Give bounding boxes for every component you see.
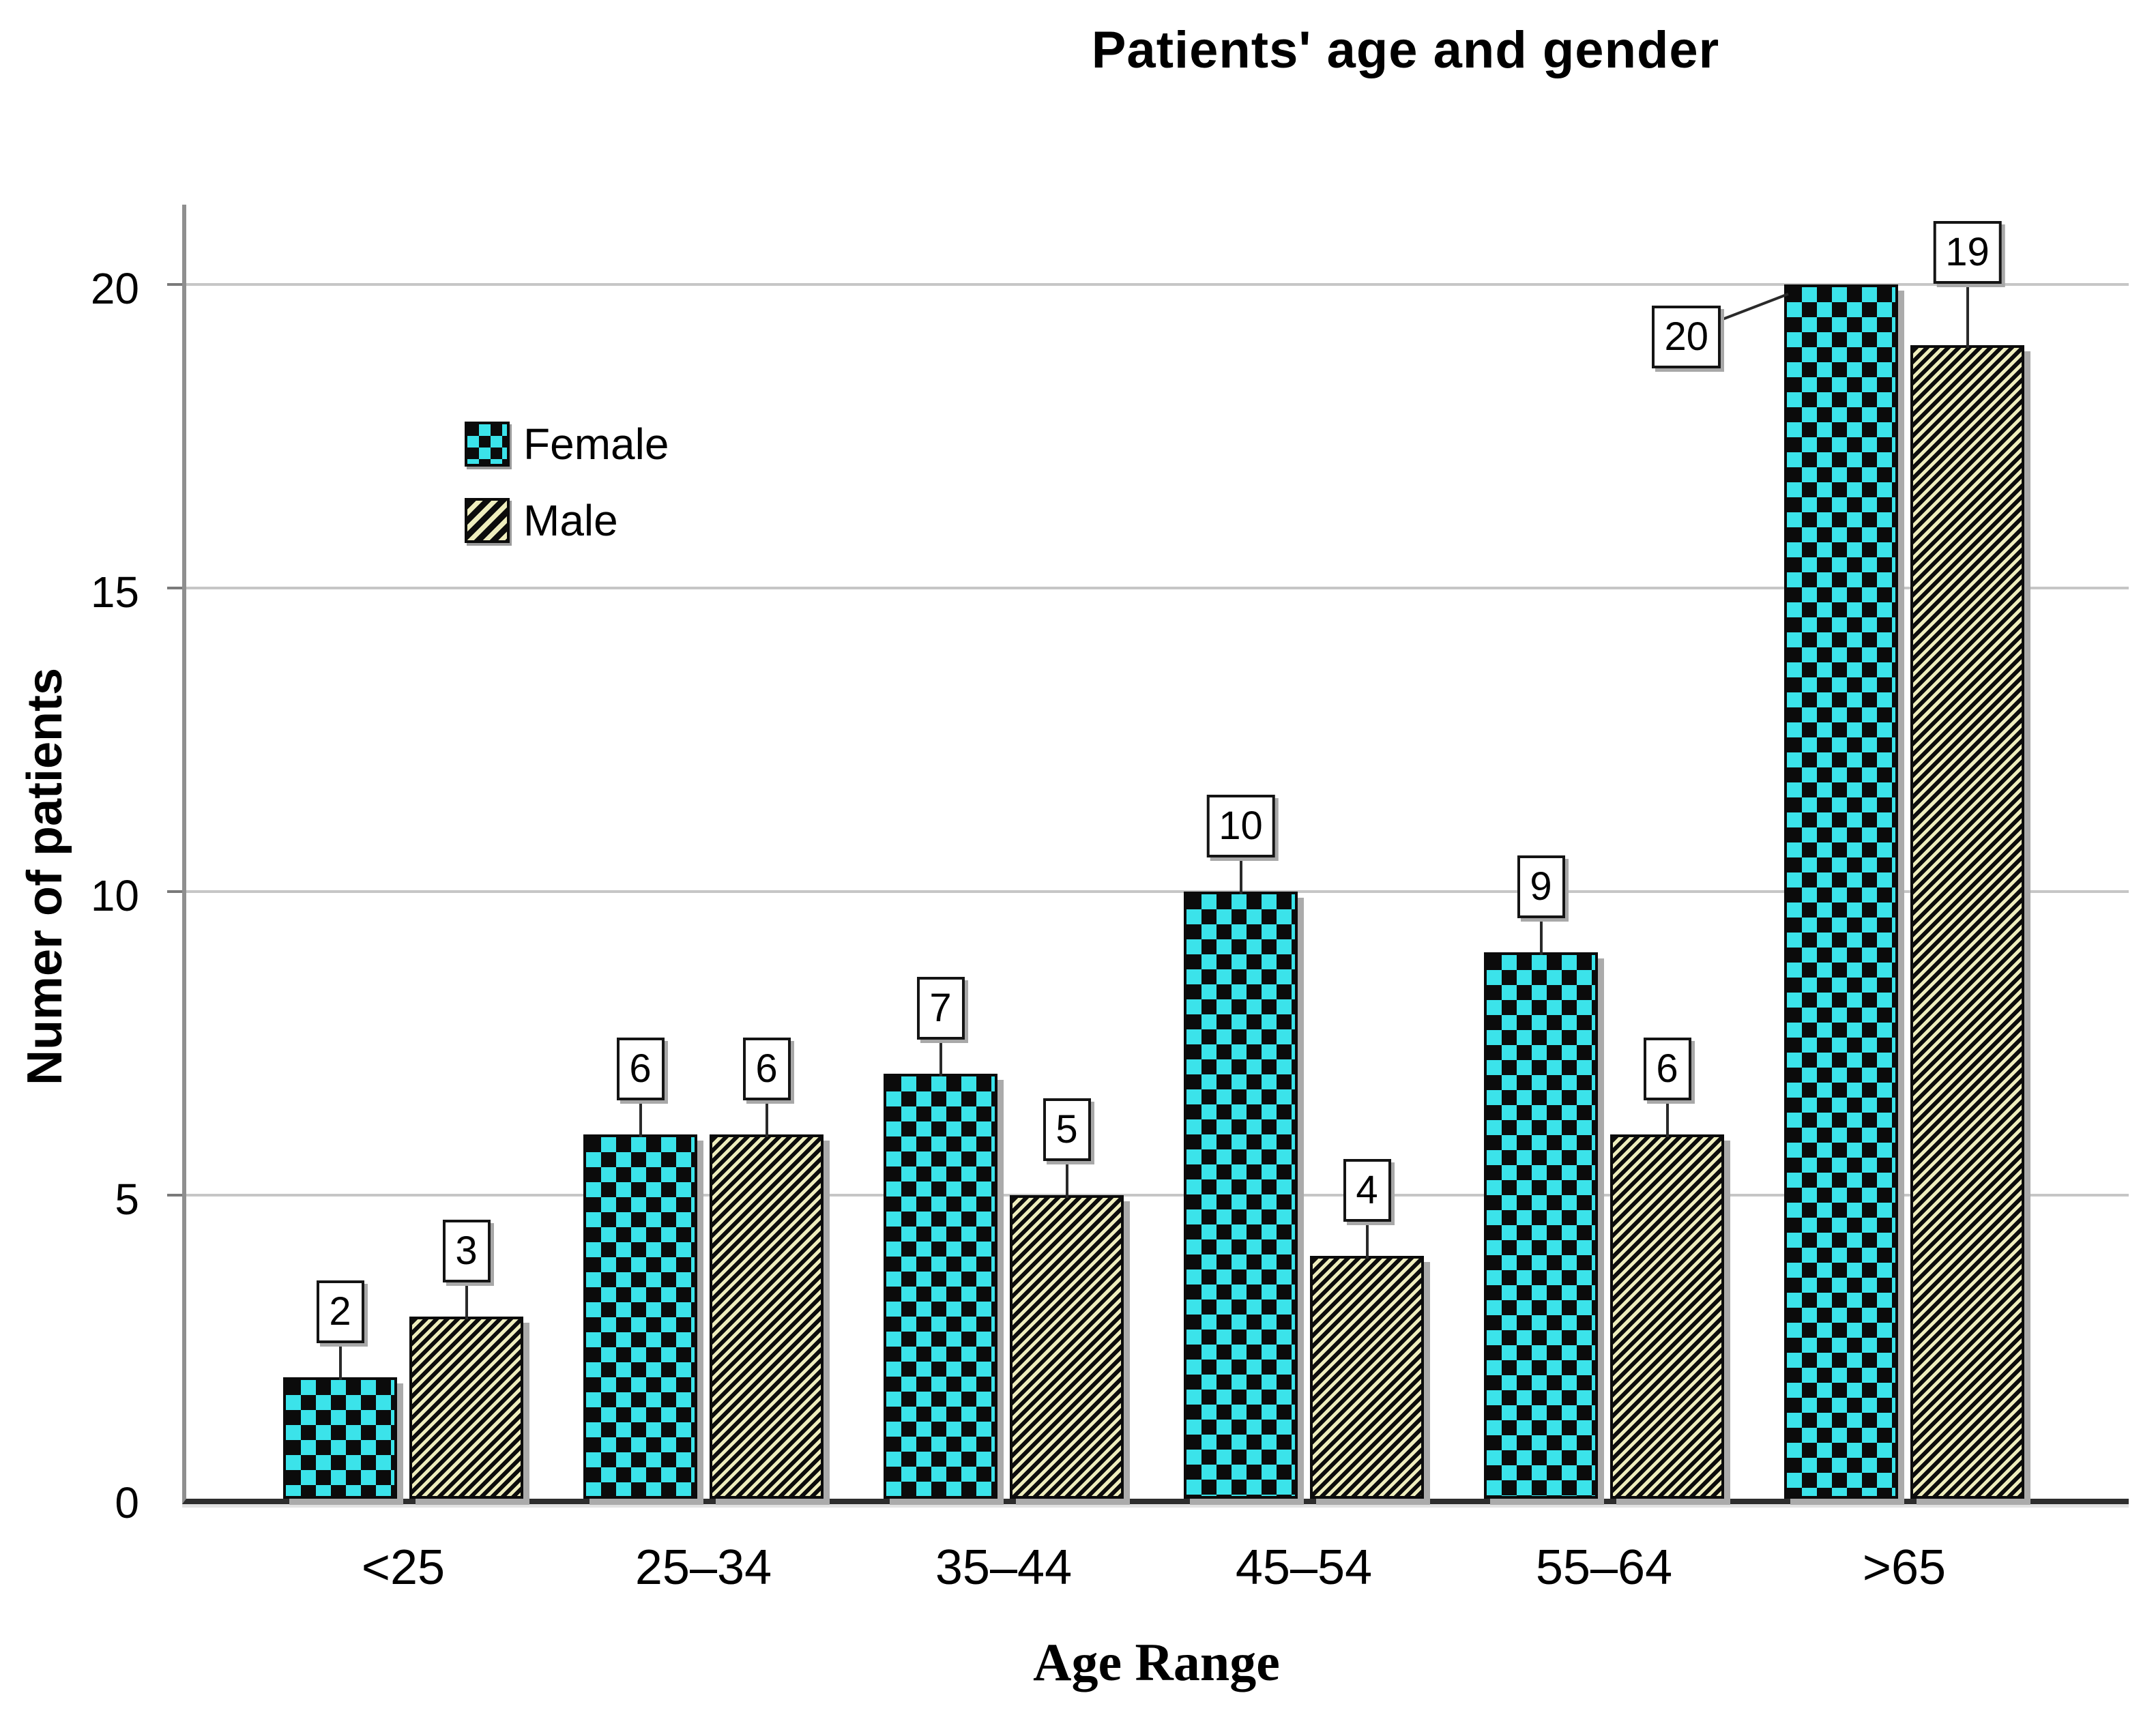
- y-tick-mark-15: [167, 587, 182, 589]
- bar-group-45–54: 10 4: [1184, 205, 1424, 1499]
- plot-area: Female Male 2 3 6 6 7 5 10 4 9 6 20 19: [167, 205, 2129, 1504]
- value-label-connector-line: [1065, 1161, 1068, 1198]
- value-label-connector-line: [639, 1100, 642, 1137]
- bar-female-25–34: 6: [583, 1038, 697, 1499]
- bar-female-35–44: 7: [884, 977, 997, 1499]
- value-label-connector-line: [1539, 918, 1543, 955]
- bar-male-25–34: 6: [710, 1038, 824, 1499]
- legend-item-female: Female: [465, 422, 669, 467]
- x-axis-tick-labels: <25 25–34 35–44 45–54 55–64 >65: [186, 1543, 2129, 1604]
- y-tick-label-5: 5: [115, 1175, 139, 1224]
- y-tick-mark-5: [167, 1194, 182, 1197]
- value-label-female-55–64: 9: [1517, 855, 1565, 918]
- value-label-connector-line: [1365, 1222, 1369, 1259]
- bar-male-45–54: 4: [1310, 1159, 1424, 1499]
- x-tick-label-<25: <25: [361, 1540, 446, 1595]
- bar-female-45–54: 10: [1184, 795, 1298, 1499]
- bar-female->65: 20: [1652, 284, 1898, 1499]
- y-tick-label-20: 20: [90, 264, 139, 313]
- bar-female-<25: 2: [283, 1280, 397, 1499]
- value-label-female-<25: 2: [316, 1280, 364, 1343]
- value-label-male-25–34: 6: [742, 1038, 791, 1100]
- bar-male-55–64: 6: [1610, 1038, 1724, 1499]
- bar-female-55–64: 9: [1484, 855, 1598, 1499]
- legend-label-male: Male: [523, 496, 618, 545]
- y-tick-mark-10: [167, 890, 182, 893]
- legend: Female Male: [465, 422, 669, 574]
- value-label-female-25–34: 6: [616, 1038, 665, 1100]
- value-label-male->65: 19: [1933, 221, 2002, 284]
- value-label-connector-line: [1720, 293, 1789, 321]
- bar-male->65: 19: [1910, 221, 2024, 1499]
- value-label-connector-line: [338, 1343, 342, 1380]
- gridline-20: [186, 283, 2129, 286]
- value-label-male-35–44: 5: [1043, 1098, 1091, 1161]
- bar-male-35–44: 5: [1010, 1098, 1124, 1499]
- legend-label-female: Female: [523, 420, 669, 469]
- gridline-10: [186, 890, 2129, 893]
- value-label-female->65: 20: [1652, 306, 1721, 368]
- value-label-male-<25: 3: [442, 1220, 491, 1282]
- x-tick-label-55–64: 55–64: [1535, 1540, 1673, 1595]
- y-tick-mark-20: [167, 283, 182, 286]
- x-tick-label-35–44: 35–44: [935, 1540, 1073, 1595]
- x-tick-label-45–54: 45–54: [1235, 1540, 1373, 1595]
- y-tick-label-0: 0: [115, 1478, 139, 1527]
- y-tick-label-15: 15: [90, 568, 139, 617]
- value-label-connector-line: [765, 1100, 768, 1137]
- x-tick-label->65: >65: [1862, 1540, 1947, 1595]
- x-tick-label-25–34: 25–34: [635, 1540, 772, 1595]
- legend-item-male: Male: [465, 498, 669, 543]
- y-tick-label-10: 10: [90, 871, 139, 920]
- value-label-female-35–44: 7: [916, 977, 965, 1040]
- legend-swatch-male-stripes-icon: [465, 498, 510, 543]
- value-label-connector-line: [1239, 857, 1242, 894]
- value-label-connector-line: [1966, 284, 1969, 348]
- bar-group->65: 20 19: [1652, 205, 2024, 1499]
- value-label-male-45–54: 4: [1343, 1159, 1391, 1222]
- y-axis-tick-labels: 0 5 10 15 20: [0, 205, 164, 1525]
- gridline-15: [186, 587, 2129, 589]
- value-label-male-55–64: 6: [1643, 1038, 1691, 1100]
- x-axis-title: Age Range: [1033, 1632, 1280, 1692]
- value-label-connector-line: [939, 1040, 942, 1076]
- legend-swatch-female-checker-icon: [465, 422, 510, 467]
- value-label-female-45–54: 10: [1206, 795, 1275, 857]
- chart-title: Patients' age and gender: [1091, 21, 1720, 79]
- bar-male-<25: 3: [409, 1220, 523, 1499]
- value-label-connector-line: [1665, 1100, 1669, 1137]
- gridline-5: [186, 1194, 2129, 1197]
- value-label-connector-line: [465, 1282, 468, 1319]
